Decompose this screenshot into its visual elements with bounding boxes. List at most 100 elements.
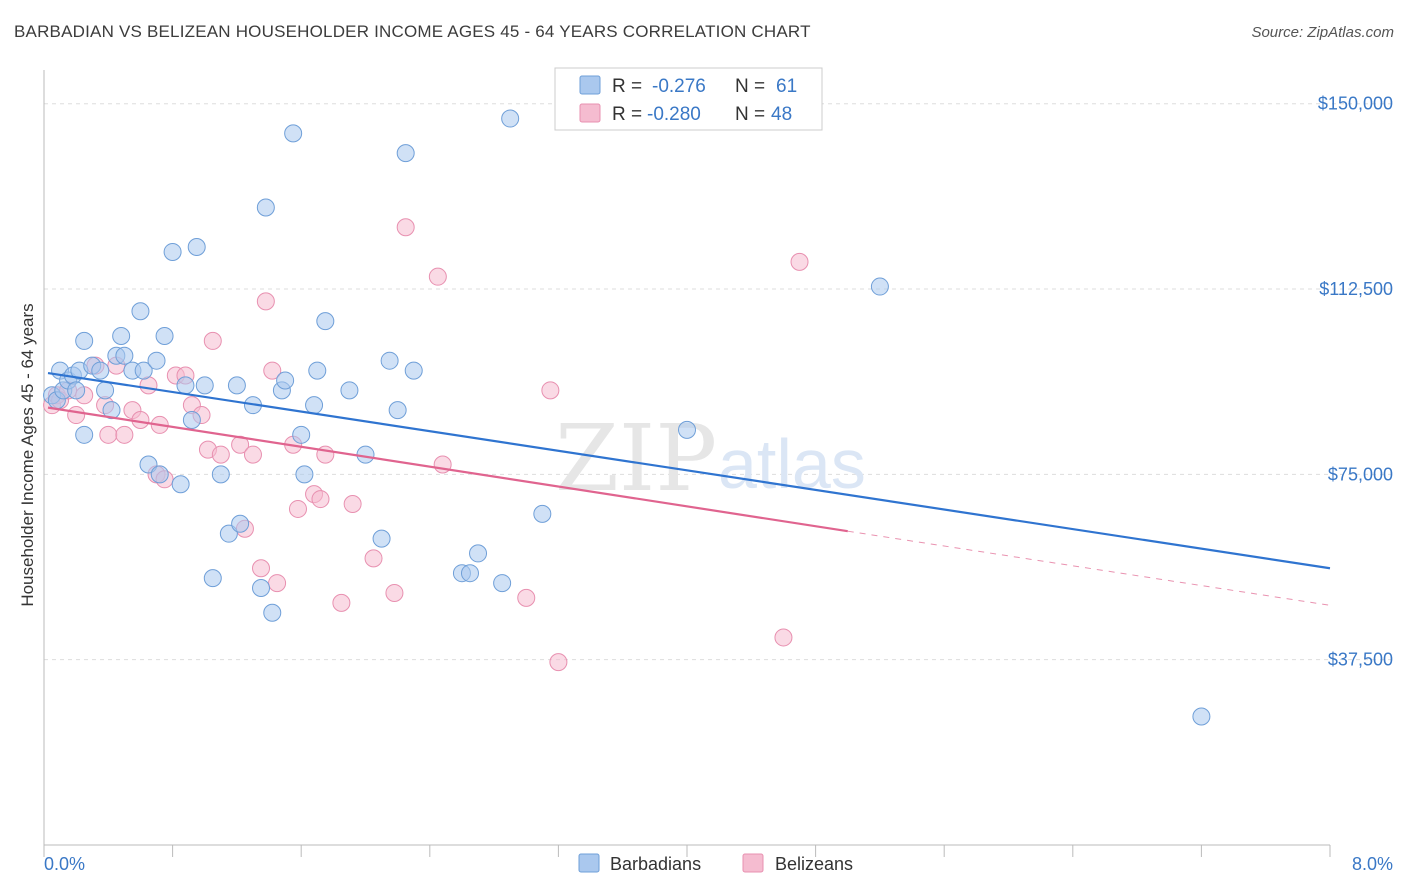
belizeans-point [428,267,447,286]
y-tick-label: $112,500 [1319,279,1393,299]
barbadians-point [131,302,150,321]
barbadians-point [388,401,407,420]
barbadians-point [1192,707,1211,726]
watermark-atlas: atlas [718,425,866,503]
belizeans-point [790,252,809,271]
barbadians-point [501,109,520,128]
barbadians-point [380,351,399,370]
barbadians-point [187,238,206,257]
chart-source: Source: ZipAtlas.com [1251,24,1394,41]
barbadians-point [231,514,250,533]
belizeans-point [243,445,262,464]
belizeans-point [541,381,560,400]
barbadians-point [276,371,295,390]
legend-n-label-2: N = [735,104,765,125]
barbadians-point [155,326,174,345]
belizeans-trend-extension [847,530,1331,606]
barbadians-point [96,381,115,400]
barbadians-point [256,198,275,217]
bottom-legend-barbadians: Barbadians [610,854,701,874]
belizeans-point [364,549,383,568]
x-tick-labels: 0.0% 8.0% [44,854,1393,874]
barbadians-point [112,326,131,345]
barbadians-point [284,124,303,143]
belizeans-point [549,653,568,672]
grid-lines [44,103,1395,661]
belizeans-point [99,425,118,444]
barbadians-point [75,331,94,350]
barbadians-point [182,410,201,429]
barbadians-point [316,312,335,331]
belizeans-point [517,588,536,607]
belizeans-point [311,490,330,509]
legend-n-value-2: 48 [771,104,792,125]
x-tick-label-max: 8.0% [1352,854,1393,874]
chart-title: BARBADIAN VS BELIZEAN HOUSEHOLDER INCOME… [14,22,811,41]
legend-swatch-belizeans [579,103,601,123]
barbadians-point [396,144,415,163]
barbadians-point [870,277,889,296]
barbadians-point [150,465,169,484]
top-legend: R = -0.276 N = 61 R = -0.280 N = 48 [554,67,823,131]
barbadians-point [678,420,696,439]
belizeans-point [396,218,415,237]
barbadians-point [305,396,324,415]
barbadians-point [195,376,214,395]
barbadians-point [533,504,552,523]
barbadians-point [252,579,271,598]
y-tick-labels: $37,500 $75,000 $112,500 $150,000 [1318,94,1393,670]
barbadians-point [372,529,391,548]
belizeans-point [385,583,404,602]
bottom-legend-swatch-barbadians [578,853,600,873]
trend-lines [47,371,1331,606]
barbadians-point [67,381,86,400]
barbadians-point [171,475,190,494]
barbadians-point [163,242,182,261]
barbadians-point [340,381,359,400]
y-axis-label: Householder Income Ages 45 - 64 years [18,303,37,606]
barbadians-point [134,361,153,380]
barbadians-point [91,361,110,380]
barbadians-point [308,361,327,380]
legend-n-label-1: N = [735,76,765,97]
x-tick-label-min: 0.0% [44,854,85,874]
belizeans-point [115,425,134,444]
legend-r-value-2: -0.280 [647,104,701,125]
axes [43,70,1331,857]
y-tick-label: $150,000 [1318,94,1393,114]
barbadians-point [227,376,246,395]
bottom-legend-belizeans: Belizeans [775,854,853,874]
belizeans-point [263,361,282,380]
belizeans-point [268,574,287,593]
legend-swatch-barbadians [579,75,601,95]
barbadians-point [292,425,311,444]
bottom-legend-swatch-belizeans [742,853,764,873]
barbadians-point [203,569,222,588]
barbadians-point [211,465,230,484]
belizeans-point [332,593,351,612]
barbadians-trend-line [47,371,1331,570]
barbadians-point [469,544,488,563]
barbadians-points [43,109,1211,726]
belizeans-point [256,292,275,311]
belizeans-trend-line [47,406,848,533]
y-tick-label: $75,000 [1328,464,1393,484]
barbadians-point [263,603,282,622]
barbadians-point [295,465,314,484]
barbadians-point [176,376,195,395]
barbadians-point [115,346,134,365]
belizeans-point [67,406,86,425]
belizeans-point [343,495,362,514]
barbadians-point [460,564,479,583]
barbadians-point [147,351,166,370]
belizeans-point [252,559,271,578]
barbadians-point [356,445,375,464]
barbadians-point [404,361,423,380]
belizeans-point [774,628,793,647]
barbadians-point [102,401,121,420]
bottom-legend: Barbadians Belizeans [578,853,853,874]
legend-r-label-2: R = [612,104,642,125]
belizeans-point [231,435,250,454]
legend-r-value-1: -0.276 [652,76,706,97]
legend-n-value-1: 61 [776,76,797,97]
